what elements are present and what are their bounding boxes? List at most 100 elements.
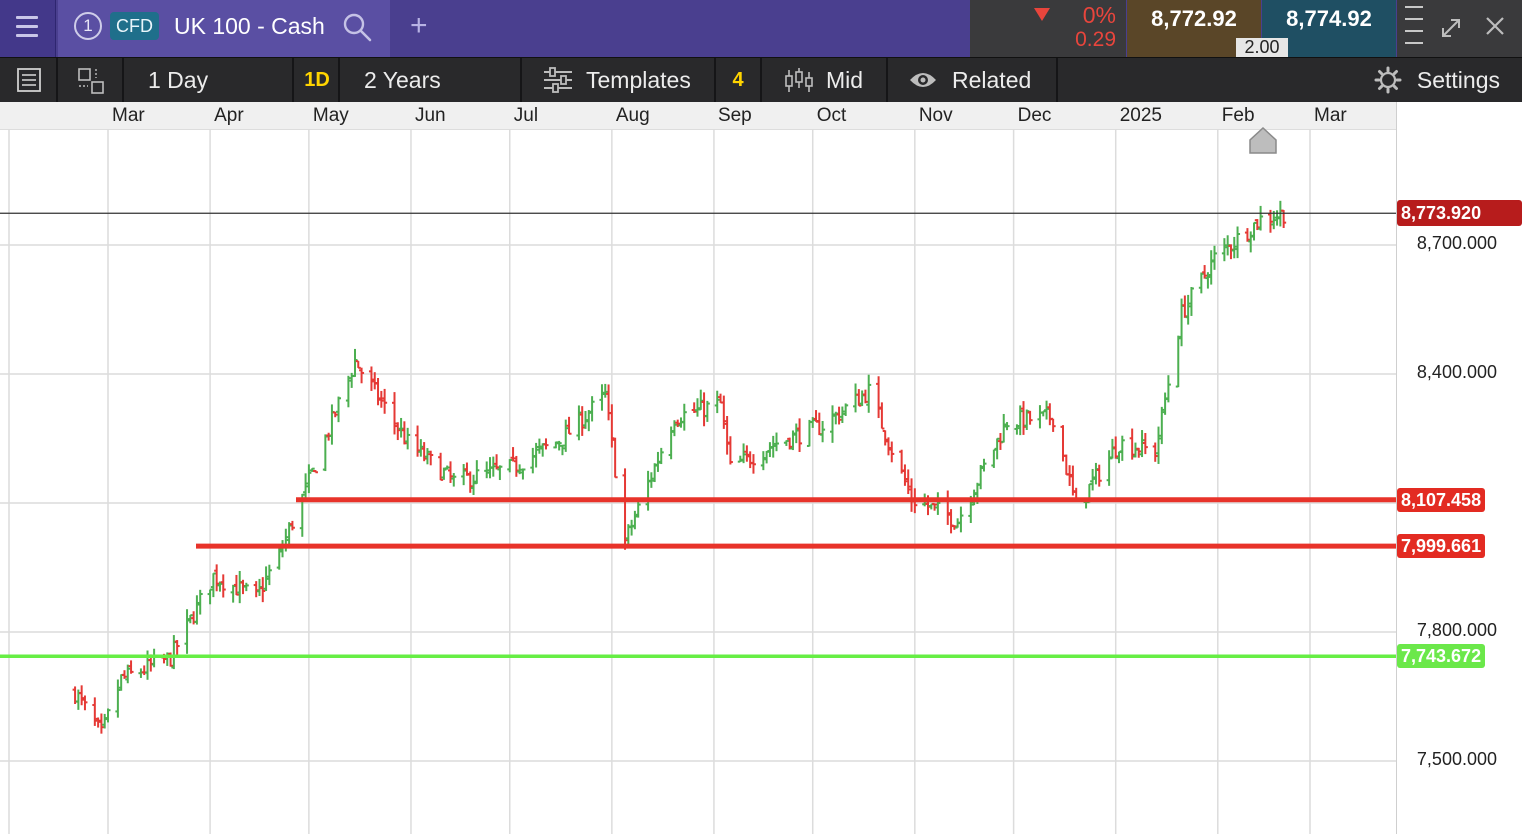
ohlc-bar xyxy=(1159,406,1165,445)
ohlc-bar xyxy=(1093,462,1099,485)
ohlc-bar xyxy=(82,695,88,711)
ohlc-bar xyxy=(579,406,585,436)
ohlc-bar xyxy=(839,406,845,424)
close-icon[interactable] xyxy=(1481,12,1509,40)
ohlc-bar xyxy=(507,458,513,473)
ohlc-bar xyxy=(797,418,803,452)
ohlc-bar xyxy=(843,403,849,416)
ohlc-bar xyxy=(395,422,401,441)
settings-button[interactable]: Settings xyxy=(1058,58,1522,102)
ohlc-bar xyxy=(421,442,427,462)
ohlc-bar xyxy=(530,447,536,474)
sell-button[interactable]: 8,772.92 xyxy=(1127,0,1261,57)
expand-icon[interactable] xyxy=(1437,14,1465,42)
cfd-badge: CFD xyxy=(110,12,159,40)
ohlc-bar xyxy=(428,450,434,466)
price-chart[interactable] xyxy=(0,0,1398,834)
ohlc-bar xyxy=(1165,375,1171,403)
ohlc-bar xyxy=(671,420,677,437)
ohlc-bar xyxy=(484,461,490,479)
ohlc-bar xyxy=(1185,294,1191,325)
ohlc-bar xyxy=(1251,221,1257,241)
x-tick-label: Jun xyxy=(414,105,446,126)
ohlc-bar xyxy=(197,589,203,615)
ohlc-bar xyxy=(556,440,562,451)
ohlc-bar xyxy=(467,471,473,493)
ohlc-bar xyxy=(806,419,812,447)
ohlc-bar xyxy=(622,468,628,550)
ohlc-bar xyxy=(629,519,635,536)
search-icon[interactable] xyxy=(342,12,372,42)
ohlc-bar xyxy=(935,492,941,515)
layout-button[interactable] xyxy=(58,58,124,102)
ohlc-bar xyxy=(368,366,374,391)
ohlc-bar xyxy=(1004,422,1010,431)
ohlc-bar xyxy=(171,635,177,670)
ohlc-bar xyxy=(1248,231,1254,253)
ohlc-bar xyxy=(1047,403,1053,426)
ohlc-bar xyxy=(415,425,421,457)
ohlc-bar xyxy=(243,582,249,592)
ohlc-bar xyxy=(1113,436,1119,459)
ohlc-bar xyxy=(1211,245,1217,270)
ohlc-bar xyxy=(1175,335,1181,388)
ohlc-bar xyxy=(882,430,888,446)
home-marker-icon[interactable] xyxy=(1249,126,1277,154)
instrument-tab[interactable]: 1 CFD UK 100 - Cash xyxy=(58,0,390,57)
ohlc-bar xyxy=(474,460,480,485)
ohlc-bar xyxy=(932,502,938,511)
hamburger-menu-button[interactable] xyxy=(0,0,56,57)
ohlc-bar xyxy=(382,388,388,414)
ohlc-bar xyxy=(1198,272,1204,294)
time-axis: Mar Apr May Jun Jul Aug Sep Oct Nov Dec 2025 Feb Mar xyxy=(0,102,1398,130)
related-button[interactable]: Related xyxy=(888,58,1058,102)
ohlc-bar xyxy=(820,421,826,443)
ohlc-bar xyxy=(793,423,799,444)
interval-badge: 1D xyxy=(296,58,340,102)
ohlc-bar xyxy=(1027,410,1033,425)
layers-button[interactable] xyxy=(0,58,58,102)
range-selector[interactable]: 2 Years xyxy=(340,58,522,102)
ohlc-bar xyxy=(536,438,542,454)
ohlc-bar xyxy=(1231,236,1237,259)
price-type-selector[interactable]: Mid xyxy=(762,58,888,102)
ohlc-bar xyxy=(1235,226,1241,259)
ohlc-bar xyxy=(1109,438,1115,460)
ohlc-bar xyxy=(214,564,220,592)
change-percent: 0% xyxy=(1082,2,1116,28)
level-lines xyxy=(0,126,1396,658)
level-price-tag[interactable]: 8,107.458 xyxy=(1397,487,1486,512)
ohlc-bar xyxy=(1129,428,1135,460)
level-price-tag[interactable]: 7,743.672 xyxy=(1397,644,1486,669)
ohlc-bar xyxy=(336,396,342,423)
ohlc-bar xyxy=(352,348,358,378)
ohlc-bar xyxy=(583,410,589,429)
templates-button[interactable]: Templates xyxy=(522,58,716,102)
sliders-icon xyxy=(544,67,572,93)
ohlc-bar xyxy=(289,520,295,531)
ohlc-bar xyxy=(1017,405,1023,436)
ohlc-bar xyxy=(1040,410,1046,417)
ohlc-bar xyxy=(461,464,467,486)
ohlc-bar xyxy=(303,473,309,500)
ohlc-bar xyxy=(174,640,180,657)
ohlc-bar xyxy=(447,461,453,483)
ohlc-bar xyxy=(701,392,707,427)
tab-number: 1 xyxy=(74,12,102,40)
current-price-tag: 8,773.920 xyxy=(1397,200,1522,227)
ohlc-bar xyxy=(862,389,868,404)
y-tick-label: 8,400.000 xyxy=(1416,362,1497,382)
ohlc-bar xyxy=(378,390,384,408)
instrument-name: UK 100 - Cash xyxy=(174,13,325,39)
interval-selector[interactable]: 1 Day xyxy=(124,58,294,102)
ohlc-bar xyxy=(704,400,710,422)
ohlc-bar xyxy=(902,464,908,486)
ohlc-bar xyxy=(1096,464,1102,487)
ohlc-bar xyxy=(105,708,111,723)
level-price-tag[interactable]: 7,999.661 xyxy=(1397,534,1486,559)
ohlc-bar xyxy=(194,595,200,625)
ohlc-bar xyxy=(424,448,430,465)
window-controls xyxy=(1397,0,1522,57)
add-tab-button[interactable]: + xyxy=(390,0,450,57)
ohlc-bar xyxy=(1106,450,1112,486)
